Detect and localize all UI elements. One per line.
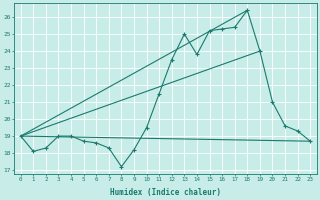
X-axis label: Humidex (Indice chaleur): Humidex (Indice chaleur) bbox=[110, 188, 221, 197]
